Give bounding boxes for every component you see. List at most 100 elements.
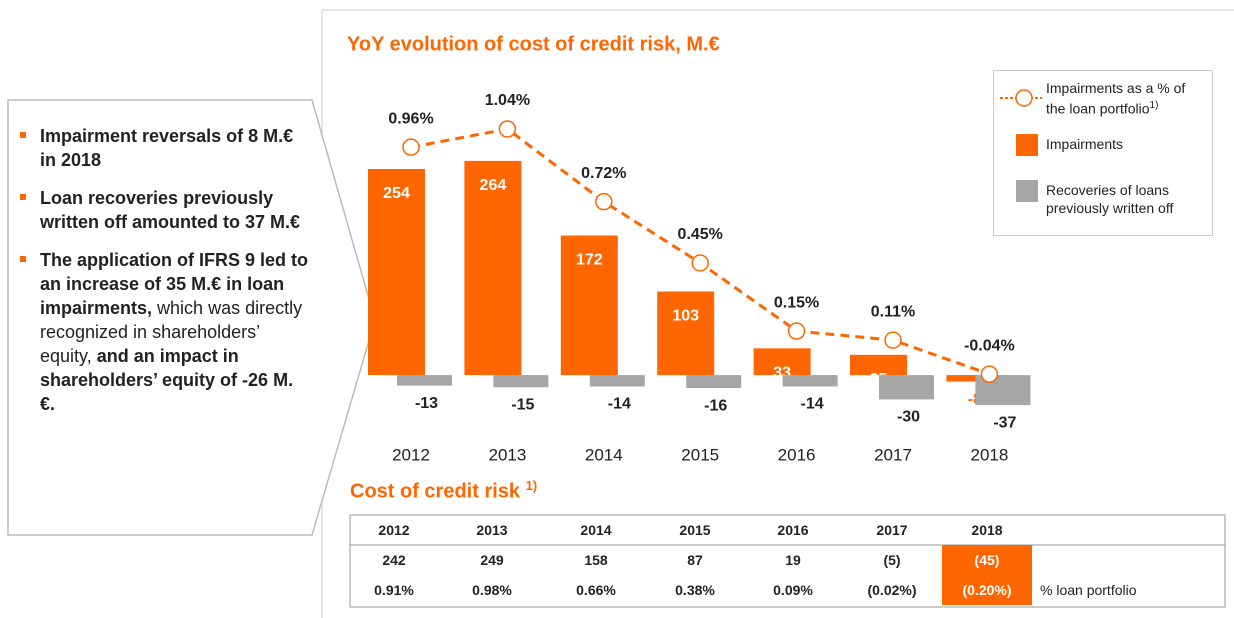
legend-swatch <box>1016 134 1038 156</box>
x-tick-label: 2018 <box>970 445 1008 464</box>
value-label: -16 <box>704 397 727 414</box>
bullet-marker <box>20 256 26 262</box>
table-cell: 0.38% <box>675 582 715 598</box>
legend-text: Recoveries of loans previously written o… <box>1046 182 1174 216</box>
line-point <box>980 365 999 383</box>
table-header-cell: 2016 <box>777 522 809 538</box>
table-cell: 19 <box>785 552 801 568</box>
table-header-cell: 2017 <box>876 522 908 538</box>
bullet: Impairment reversals of 8 M.€ in 2018 <box>18 124 308 172</box>
bar <box>753 348 811 376</box>
bar <box>589 375 645 387</box>
value-label: -14 <box>801 396 824 413</box>
table-header-cell: 2013 <box>476 522 508 538</box>
bullet-text: which was directly recognized in shareho… <box>40 298 303 366</box>
bullet: The application of IFRS 9 led to an incr… <box>18 248 308 416</box>
bar <box>850 354 907 376</box>
table-cell: (5) <box>883 552 901 568</box>
legend-text: Impairments <box>1046 136 1124 152</box>
bar <box>686 375 742 389</box>
legend-label: Recoveries of loans previously written o… <box>1046 181 1206 217</box>
table: 2012 2013 2014 2015 2016 2017 2018 242 249 158 87 1… <box>350 515 1225 605</box>
bar <box>879 375 934 400</box>
value-label: 103 <box>672 308 699 325</box>
table-cell: (0.02%) <box>867 582 917 598</box>
table-border <box>349 514 1226 608</box>
value-label: -13 <box>415 395 438 412</box>
value-label: 172 <box>576 252 603 269</box>
table-title-text: Cost of credit risk <box>350 480 521 503</box>
value-label: -30 <box>897 409 920 426</box>
x-tick-label: 2017 <box>874 445 912 464</box>
bar <box>782 375 838 387</box>
value-label: 0.45% <box>678 226 723 243</box>
table-cell: 242 <box>382 552 406 568</box>
table-cell: 0.98% <box>472 582 512 598</box>
line-point <box>498 120 517 138</box>
legend-marker <box>1015 89 1033 107</box>
chart-title: YoY evolution of cost of credit risk, M.… <box>347 33 720 55</box>
legend-label: Impairments <box>1046 135 1206 153</box>
x-tick-label: 2014 <box>585 445 623 464</box>
bullet-text: The application of IFRS 9 led to an incr… <box>40 250 309 318</box>
table-row: 0.91% 0.98% 0.66% 0.38% 0.09% (0.02%) (0.20%)%… <box>350 575 1225 605</box>
value-label: 0.11% <box>871 303 915 320</box>
legend-swatch <box>1000 89 1042 107</box>
value-label: 0.15% <box>774 294 819 311</box>
table-cell: 0.66% <box>576 582 616 598</box>
footnote: 1) <box>525 478 538 493</box>
table-cell: (45) <box>942 545 1032 575</box>
legend-label: Impairments as a % of the loan portfolio… <box>1046 79 1206 118</box>
value-label: -15 <box>511 396 534 413</box>
callout-box <box>7 99 376 536</box>
line-point <box>787 322 806 340</box>
x-tick-label: 2013 <box>488 445 526 464</box>
bullet: Loan recoveries previously written off a… <box>18 186 308 234</box>
value-label: -14 <box>608 396 631 413</box>
callout: Impairment reversals of 8 M.€ in 2018 Loa… <box>18 124 308 430</box>
table-header-cell <box>1032 515 1225 545</box>
legend-swatch <box>1016 180 1038 202</box>
bar <box>397 375 452 386</box>
line-point <box>691 254 709 272</box>
x-tick-label: 2012 <box>392 445 430 464</box>
table-row: 242 249 158 87 19 (5) (45) <box>350 545 1225 575</box>
legend: Impairments as a % of the loan portfolio… <box>993 70 1213 236</box>
table-cell: (0.20%) <box>942 575 1032 605</box>
table-row-label: % loan portfolio <box>1040 582 1137 598</box>
bar <box>657 291 715 376</box>
table-header-cell: 2018 <box>971 522 1003 538</box>
table-header-cell: 2015 <box>679 522 711 538</box>
x-tick-label: 2015 <box>681 445 719 464</box>
table-header-row: 2012 2013 2014 2015 2016 2017 2018 <box>350 515 1225 545</box>
table-header-cell: 2014 <box>580 522 612 538</box>
table-cell: 0.91% <box>374 582 414 598</box>
table-title: Cost of credit risk 1) <box>350 478 537 504</box>
table-cell: 249 <box>480 552 504 568</box>
bullet-marker <box>20 194 26 200</box>
line-point <box>402 138 420 156</box>
line-point <box>595 192 613 211</box>
value-label: -37 <box>993 414 1016 431</box>
table-cell: 87 <box>687 552 703 568</box>
value-label: 1.04% <box>485 92 530 109</box>
table-row-label <box>1032 545 1225 575</box>
value-label: 264 <box>480 177 507 194</box>
bullet-text: and an impact in shareholders’ equity of… <box>40 346 294 414</box>
value-label: -0.04% <box>964 337 1015 354</box>
value-label: 0.72% <box>581 165 626 182</box>
bullet-text: Loan recoveries previously written off a… <box>40 188 301 232</box>
x-tick-label: 2016 <box>778 445 816 464</box>
bar <box>368 168 425 376</box>
bar <box>493 375 549 388</box>
table-cell: 158 <box>584 552 608 568</box>
table-cell: 0.09% <box>773 582 813 598</box>
value-label: 254 <box>383 185 410 202</box>
value-label: 0.96% <box>388 110 433 127</box>
legend-marker <box>1016 134 1038 156</box>
bar <box>946 375 1004 382</box>
table-header-cell: 2012 <box>378 522 410 538</box>
bar <box>464 160 522 376</box>
